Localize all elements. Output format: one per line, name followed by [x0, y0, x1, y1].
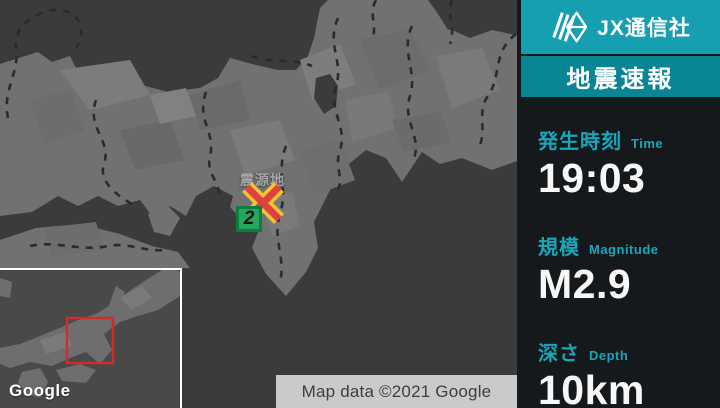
brand-name: JX通信社: [597, 17, 691, 40]
quake-info-sections: 発生時刻 Time 19:03 規模 Magnitude M2.9 深さ Dep…: [517, 97, 720, 408]
magnitude-label-en: Magnitude: [589, 242, 659, 258]
info-sidebar: JX通信社 地震速報 発生時刻 Time 19:03 規模 Magnitude …: [517, 0, 720, 408]
section-origin-time: 発生時刻 Time 19:03: [538, 125, 720, 200]
map-attribution: Map data ©2021 Google: [276, 375, 517, 408]
origin-time-label-ja: 発生時刻: [538, 131, 622, 153]
magnitude-value: M2.9: [538, 261, 632, 308]
main-map[interactable]: 震源地 2 Map data ©2021 Google: [0, 0, 520, 408]
depth-value: 10km: [538, 367, 645, 408]
inset-map-graphic: [0, 270, 180, 408]
jx-logo-icon: [552, 11, 588, 43]
depth-label-en: Depth: [589, 348, 629, 364]
depth-label-ja: 深さ: [538, 343, 580, 366]
region-highlight-rect: [65, 316, 115, 365]
origin-time-value: 19:03: [538, 155, 646, 201]
magnitude-label-ja: 規模: [538, 237, 580, 260]
google-logo: Google: [9, 381, 71, 400]
intensity-badge: 2: [236, 206, 262, 232]
alert-banner: 地震速報: [521, 56, 720, 97]
alert-title: 地震速報: [566, 66, 675, 93]
section-magnitude: 規模 Magnitude M2.9: [538, 231, 720, 306]
overview-inset-map: Google: [0, 268, 182, 408]
brand-header: JX通信社: [521, 0, 720, 54]
intensity-value: 2: [243, 208, 255, 229]
origin-time-label-en: Time: [631, 136, 664, 151]
section-depth: 深さ Depth 10km: [538, 337, 720, 408]
